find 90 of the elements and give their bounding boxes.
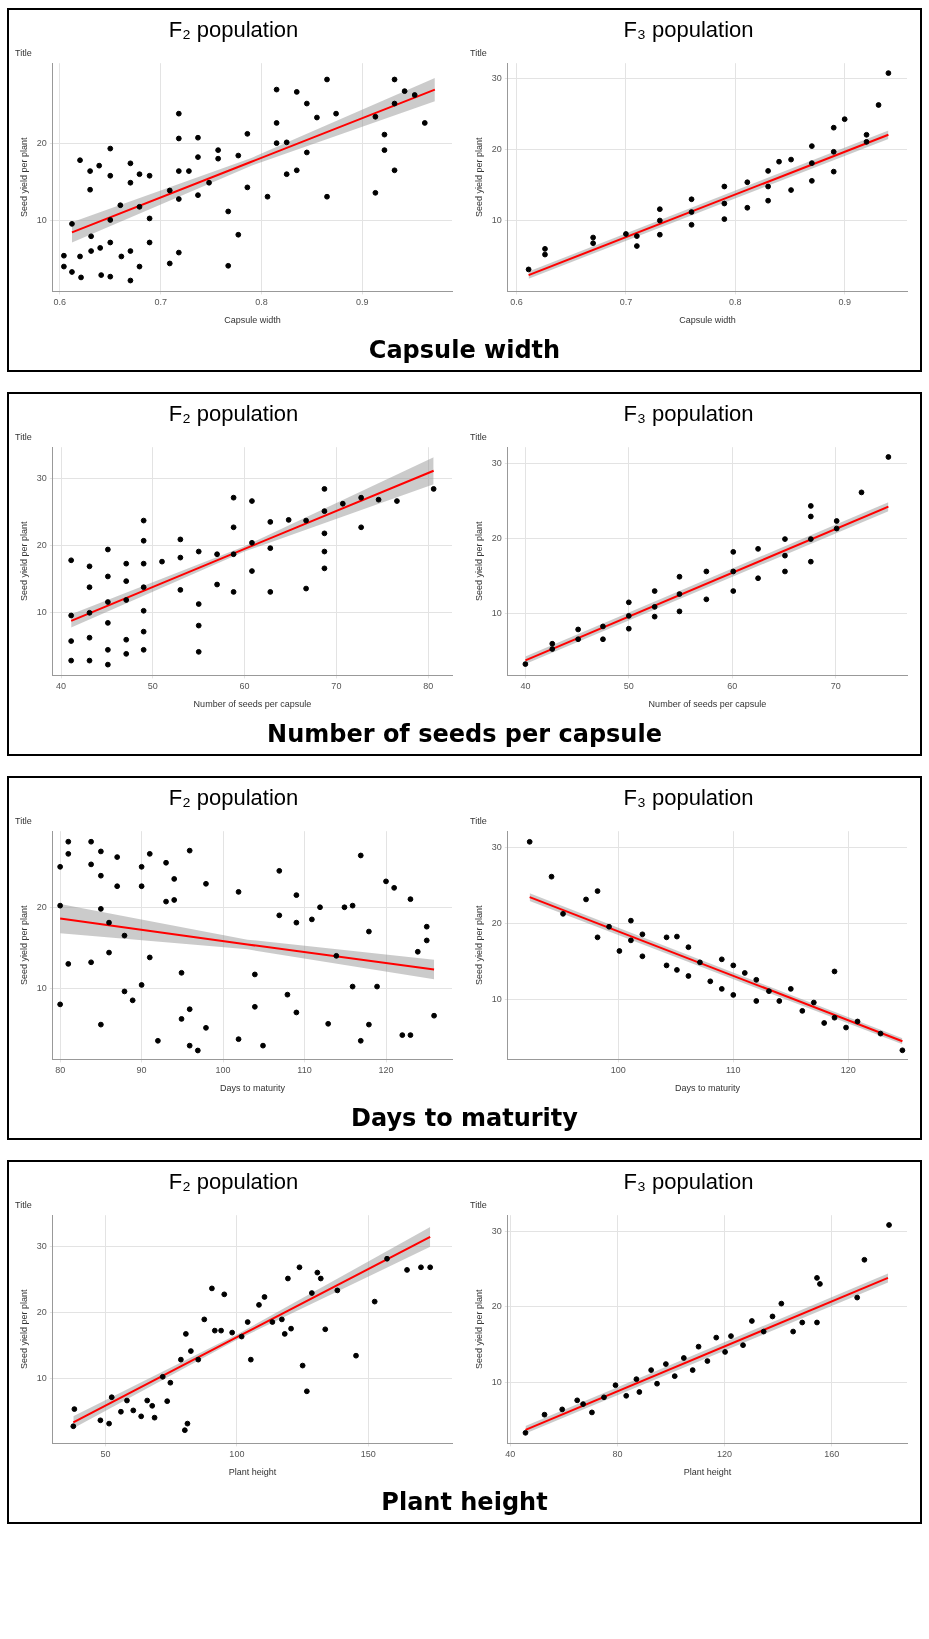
x-tick-label: 0.8 [729, 297, 742, 308]
chart-subtitle: Title [15, 816, 32, 827]
chart-subtitle: Title [470, 816, 487, 827]
y-tick-label: 10 [36, 215, 47, 226]
y-tick-label: 30 [36, 1241, 47, 1252]
y-tick-label: 20 [36, 901, 47, 912]
chart-subtitle: Title [470, 1200, 487, 1211]
y-tick-label: 30 [491, 73, 502, 84]
x-axis-title: Number of seeds per capsule [648, 699, 767, 710]
text: Capsule width [367, 336, 562, 364]
x-tick-label: 50 [623, 681, 634, 692]
y-axis-title: Seed yield per plant [18, 521, 29, 602]
x-axis-title: Capsule width [679, 315, 736, 326]
text: Number of seeds per capsule [266, 720, 663, 748]
y-tick-label: 20 [491, 918, 502, 929]
x-tick-label: 120 [840, 1065, 856, 1076]
y-tick-label: 20 [36, 137, 47, 148]
y-tick-label: 30 [491, 842, 502, 853]
x-axis-title: Days to maturity [674, 1083, 741, 1094]
chart-title: F₂ population [168, 1169, 299, 1195]
x-tick-label: 100 [229, 1449, 245, 1460]
x-tick-label: 90 [136, 1065, 147, 1076]
x-axis-title: Number of seeds per capsule [193, 699, 312, 710]
y-axis-title: Seed yield per plant [473, 1289, 484, 1370]
x-tick-label: 120 [717, 1449, 733, 1460]
y-tick-label: 20 [491, 532, 502, 543]
x-axis-title: Plant height [228, 1467, 277, 1478]
chart-title: F₃ population [623, 785, 754, 811]
y-tick-label: 30 [491, 1225, 502, 1236]
y-tick-label: 10 [36, 607, 47, 618]
y-tick-label: 30 [491, 457, 502, 468]
x-tick-label: 110 [726, 1065, 741, 1076]
y-tick-label: 20 [36, 539, 47, 550]
x-tick-label: 110 [297, 1065, 312, 1076]
chart-subtitle: Title [470, 48, 487, 59]
x-tick-label: 0.8 [255, 297, 268, 308]
y-axis-title: Seed yield per plant [18, 137, 29, 218]
x-tick-label: 70 [331, 681, 342, 692]
x-tick-label: 40 [505, 1449, 516, 1460]
y-tick-label: 20 [491, 144, 502, 155]
x-tick-label: 60 [239, 681, 250, 692]
text: Plant height [380, 1488, 549, 1516]
x-tick-label: 0.9 [838, 297, 851, 308]
x-tick-label: 0.6 [53, 297, 67, 308]
y-tick-label: 10 [36, 982, 47, 993]
x-tick-label: 80 [423, 681, 434, 692]
y-tick-label: 10 [491, 1376, 502, 1387]
x-tick-label: 120 [378, 1065, 394, 1076]
y-tick-label: 30 [36, 472, 47, 483]
x-tick-label: 150 [360, 1449, 376, 1460]
x-tick-label: 0.7 [154, 297, 167, 308]
chart-subtitle: Title [15, 1200, 32, 1211]
y-axis-title: Seed yield per plant [18, 1289, 29, 1370]
x-tick-label: 80 [612, 1449, 623, 1460]
x-tick-label: 40 [56, 681, 67, 692]
y-axis-title: Seed yield per plant [473, 521, 484, 602]
x-tick-label: 160 [824, 1449, 840, 1460]
chart-subtitle: Title [470, 432, 487, 443]
y-tick-label: 10 [491, 608, 502, 619]
y-tick-label: 10 [491, 993, 502, 1004]
chart-title: F₂ population [168, 17, 299, 43]
chart-subtitle: Title [15, 432, 32, 443]
chart-subtitle: Title [15, 48, 32, 59]
x-tick-label: 0.9 [356, 297, 369, 308]
x-tick-label: 40 [520, 681, 531, 692]
x-tick-label: 60 [727, 681, 738, 692]
y-axis-title: Seed yield per plant [473, 137, 484, 218]
y-axis-title: Seed yield per plant [18, 905, 29, 986]
y-axis-title: Seed yield per plant [473, 905, 484, 986]
chart-title: F₃ population [623, 1169, 754, 1195]
x-axis-title: Capsule width [224, 315, 281, 326]
chart-title: F₂ population [168, 785, 299, 811]
chart-title: F₃ population [623, 401, 754, 427]
x-axis-title: Plant height [683, 1467, 732, 1478]
x-tick-label: 50 [147, 681, 158, 692]
y-tick-label: 10 [36, 1373, 47, 1384]
x-tick-label: 100 [215, 1065, 231, 1076]
text: Days to maturity [350, 1104, 579, 1132]
y-tick-label: 20 [491, 1301, 502, 1312]
x-tick-label: 70 [830, 681, 841, 692]
y-tick-label: 20 [36, 1307, 47, 1318]
y-tick-label: 10 [491, 215, 502, 226]
x-axis-title: Days to maturity [219, 1083, 286, 1094]
x-tick-label: 100 [610, 1065, 626, 1076]
x-tick-label: 50 [100, 1449, 111, 1460]
x-tick-label: 0.7 [619, 297, 633, 308]
chart-title: F₃ population [623, 17, 754, 43]
x-tick-label: 80 [55, 1065, 66, 1076]
chart-title: F₂ population [168, 401, 299, 427]
x-tick-label: 0.6 [510, 297, 523, 308]
